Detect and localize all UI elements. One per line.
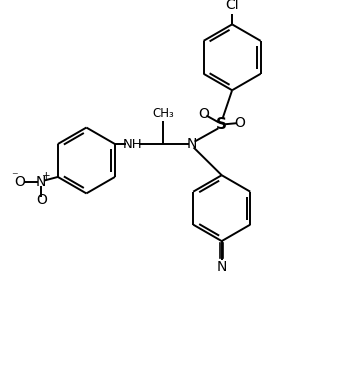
Text: N: N — [36, 175, 46, 189]
Text: O: O — [36, 193, 47, 207]
Text: O: O — [234, 116, 245, 130]
Text: O: O — [198, 107, 209, 121]
Text: NH: NH — [122, 138, 142, 151]
Text: +: + — [42, 171, 51, 181]
Text: Cl: Cl — [225, 0, 239, 12]
Text: CH₃: CH₃ — [152, 108, 174, 120]
Text: ⁻: ⁻ — [11, 170, 18, 183]
Text: N: N — [187, 137, 197, 151]
Text: O: O — [14, 175, 25, 189]
Text: N: N — [216, 260, 227, 274]
Text: S: S — [216, 118, 227, 132]
